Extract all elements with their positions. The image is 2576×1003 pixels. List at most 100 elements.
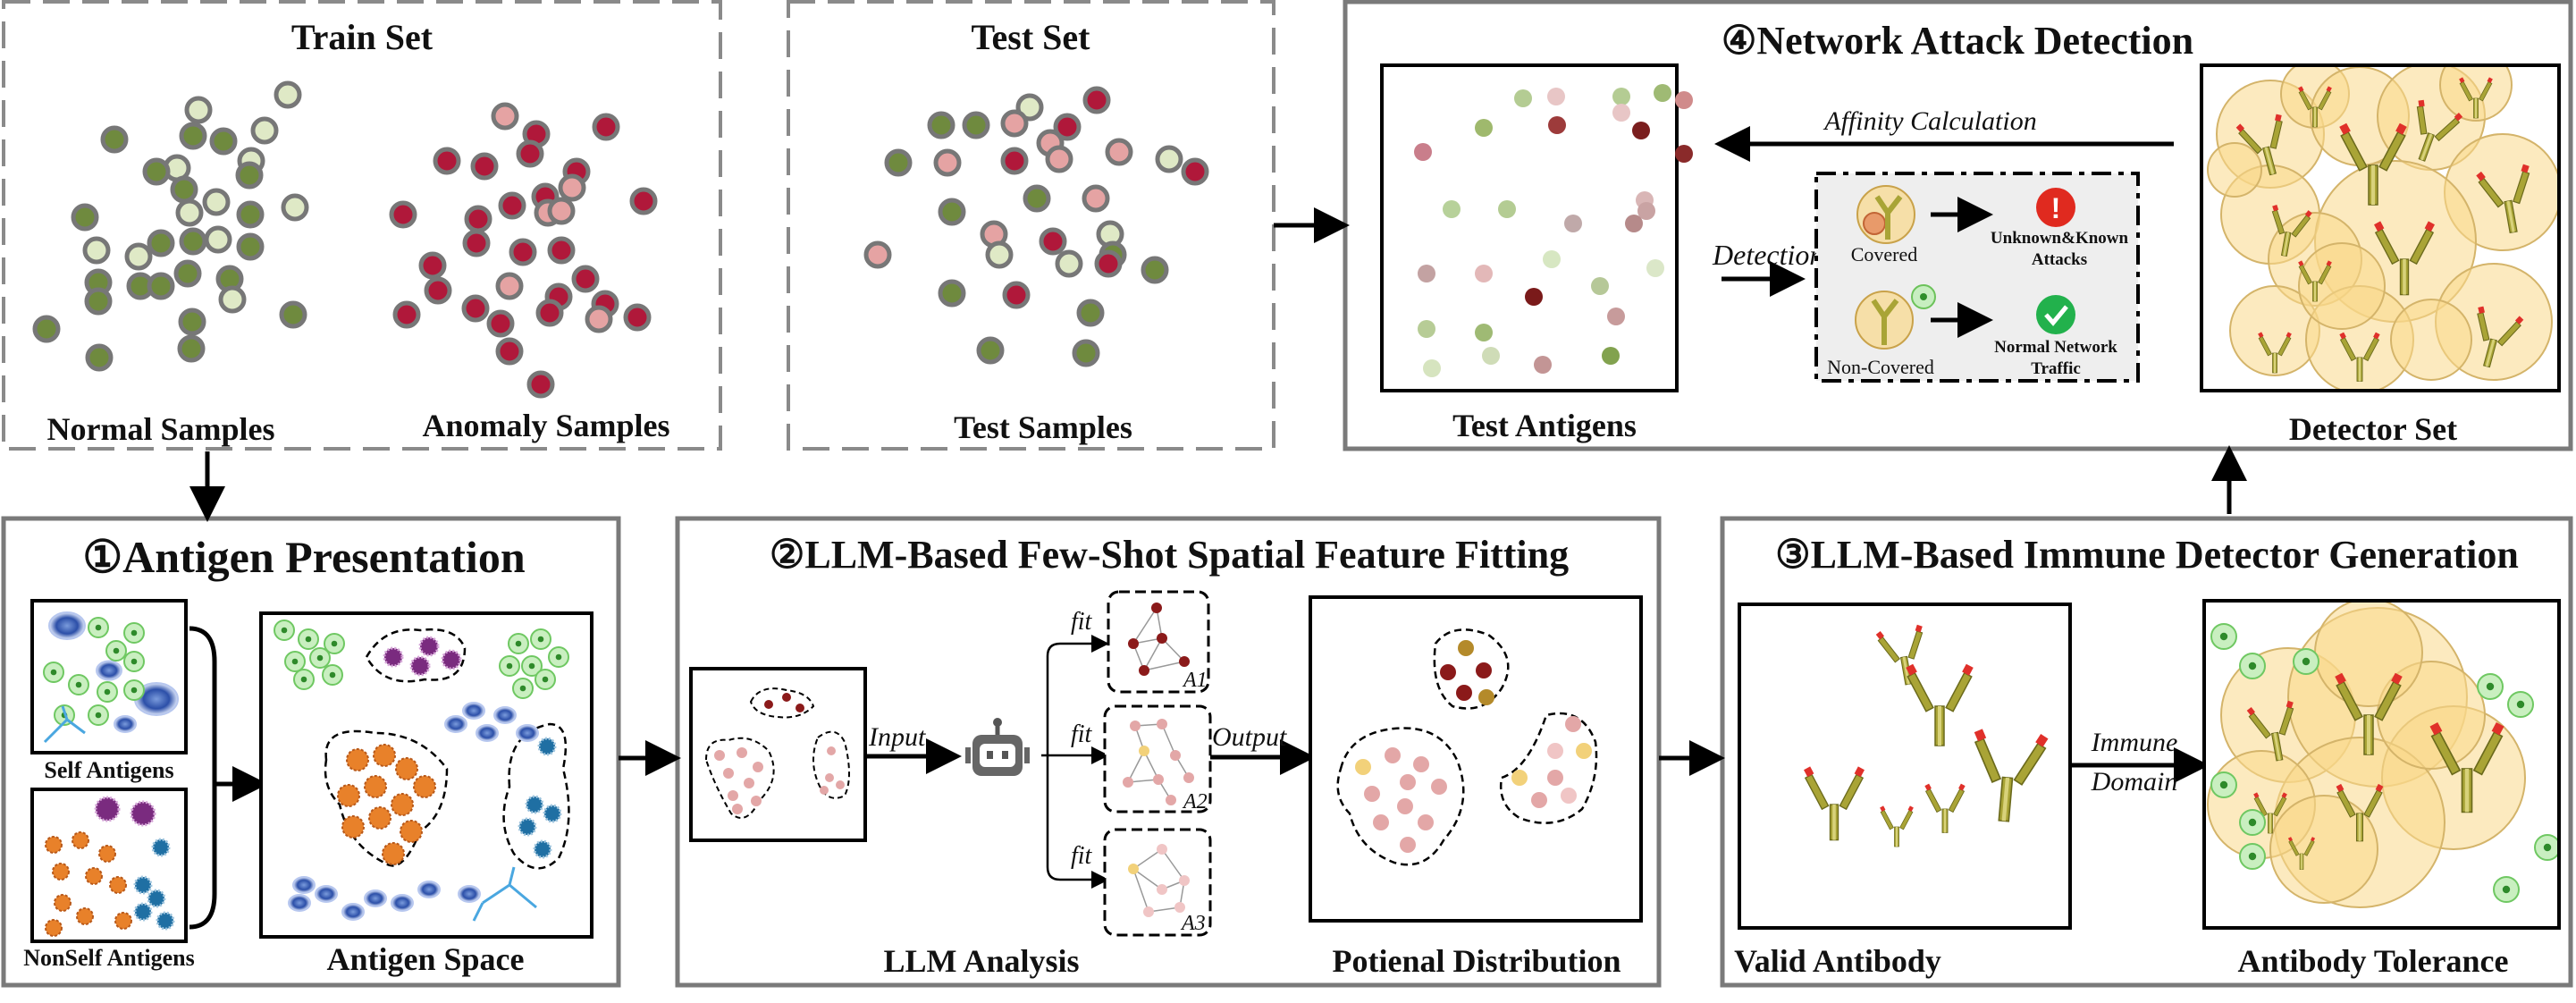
blue-cell xyxy=(516,724,539,742)
blue-cell xyxy=(458,885,481,903)
antibody xyxy=(1804,766,1865,841)
cluster-outline xyxy=(1433,628,1510,710)
green-cell-nucleus xyxy=(515,640,522,647)
blue-cell xyxy=(341,903,365,921)
teal-antigen xyxy=(151,838,171,857)
green-cell-nucleus xyxy=(2486,682,2495,691)
sample-dot xyxy=(389,200,417,229)
test-antigen-dot xyxy=(1514,89,1532,107)
test-samples-label: Test Samples xyxy=(954,409,1132,445)
sample-dot xyxy=(147,272,175,300)
orange-antigen xyxy=(72,831,89,849)
blue-cell xyxy=(114,715,137,733)
sample-dot xyxy=(1055,249,1083,278)
orange-cluster-outline xyxy=(324,729,449,867)
antibody xyxy=(2298,260,2332,302)
teal-antigen xyxy=(537,737,557,756)
blue-cell xyxy=(462,702,485,720)
sample-dot xyxy=(236,200,265,229)
self-antigen-cells xyxy=(43,611,179,744)
sample-dot xyxy=(142,157,171,186)
sample-dot xyxy=(462,229,491,257)
sample-dot xyxy=(250,116,279,145)
test-antigen-dot xyxy=(1612,104,1630,122)
antibody xyxy=(2253,792,2287,834)
cluster-dot xyxy=(723,768,734,779)
graph-edge xyxy=(1132,607,1158,645)
sample-dot xyxy=(418,251,447,280)
green-cell-nucleus xyxy=(50,669,57,676)
green-cell-nucleus xyxy=(555,653,562,661)
sample-dot xyxy=(585,305,613,333)
green-cell-nucleus xyxy=(2248,852,2257,861)
llm-analysis-label: LLM Analysis xyxy=(883,943,1079,979)
distribution-dot xyxy=(1431,779,1447,795)
valid-antibody-label: Valid Antibody xyxy=(1734,943,1941,979)
sample-dot xyxy=(84,287,113,316)
detector-circle xyxy=(2207,142,2262,198)
graph-node xyxy=(1179,875,1190,886)
test-antigen-dot xyxy=(1637,202,1655,220)
teal-antigen xyxy=(147,889,166,908)
orange-antigen xyxy=(109,876,127,894)
sample-dot xyxy=(526,370,555,399)
test-antigen-dot xyxy=(1534,356,1552,374)
nonself-antigen-cells xyxy=(45,796,175,937)
sample-dot xyxy=(1023,184,1051,213)
sample-dot xyxy=(279,300,307,329)
sample-dot xyxy=(938,279,966,308)
distribution-dot xyxy=(1561,788,1577,804)
test-antigen-dot xyxy=(1475,265,1493,282)
sample-dot xyxy=(927,111,955,139)
orange-antigen xyxy=(341,815,365,839)
sample-dot xyxy=(1000,147,1029,175)
output-label: Output xyxy=(1212,722,1287,752)
covered-label: Covered xyxy=(1851,243,1918,266)
green-cell-nucleus xyxy=(2219,780,2228,789)
graph-edge xyxy=(1132,848,1163,870)
green-cell-nucleus xyxy=(2302,657,2311,666)
green-cell-nucleus xyxy=(75,681,82,688)
attack-result-line2: Attacks xyxy=(2032,250,2087,269)
blue-cell xyxy=(364,889,387,907)
orange-antigen xyxy=(45,919,63,937)
graph-node xyxy=(1157,719,1167,729)
cluster-outline xyxy=(812,730,850,799)
normal-samples-label: Normal Samples xyxy=(47,411,275,447)
tolerance-inner xyxy=(2207,603,2557,908)
llm-fitting-title: ②LLM-Based Few-Shot Spatial Feature Fitt… xyxy=(770,533,1569,577)
sample-dot xyxy=(1105,138,1133,166)
potential-distribution-clusters xyxy=(1336,628,1598,866)
test-samples-scatter xyxy=(863,86,1209,367)
sample-dot xyxy=(178,308,206,336)
distribution-dot xyxy=(1565,716,1581,732)
cluster-dot xyxy=(728,790,738,801)
orange-antigen xyxy=(413,775,436,798)
graph-node xyxy=(1170,750,1181,761)
cluster-dot xyxy=(836,780,845,789)
graph-edge xyxy=(1161,723,1176,756)
test-antigen-dot xyxy=(1543,250,1561,268)
sample-dot xyxy=(124,242,153,271)
fit-label-a3: fit xyxy=(1071,842,1093,870)
potential-distribution-label: Potienal Distribution xyxy=(1332,943,1621,979)
network-attack-detection-title: ④Network Attack Detection xyxy=(1722,19,2193,63)
green-cell-nucleus xyxy=(95,624,102,631)
detection-label: Detection xyxy=(1712,239,1823,271)
self-antigens-label: Self Antigens xyxy=(44,757,173,783)
test-antigen-dot xyxy=(1498,200,1516,218)
sample-dot xyxy=(547,236,576,265)
distribution-dot xyxy=(1440,664,1456,680)
immune-domain-line1: Immune xyxy=(2091,728,2178,757)
cluster-outline xyxy=(1499,712,1598,824)
sample-dot xyxy=(204,225,232,254)
sample-dot xyxy=(1076,299,1105,327)
sample-dot xyxy=(392,300,421,329)
orange-antigen xyxy=(54,894,72,912)
test-antigen-dot xyxy=(1423,359,1441,377)
blue-cell xyxy=(48,611,86,640)
cluster-dot xyxy=(820,786,829,795)
blue-cell xyxy=(96,660,122,681)
green-cell-nucleus xyxy=(2248,818,2257,827)
graph-node xyxy=(1128,638,1139,649)
